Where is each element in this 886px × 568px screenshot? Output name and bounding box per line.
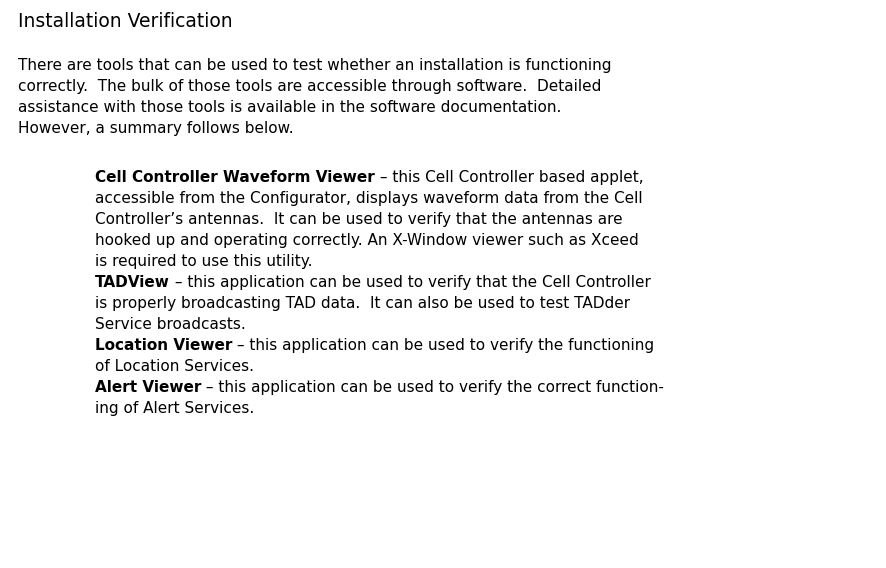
Text: hooked up and operating correctly. An X-Window viewer such as Xceed: hooked up and operating correctly. An X-… [95, 233, 639, 248]
Text: TADView: TADView [95, 275, 170, 290]
Text: – this application can be used to verify the functioning: – this application can be used to verify… [232, 338, 655, 353]
Text: correctly.  The bulk of those tools are accessible through software.  Detailed: correctly. The bulk of those tools are a… [18, 79, 602, 94]
Text: Cell Controller Waveform Viewer: Cell Controller Waveform Viewer [95, 170, 375, 185]
Text: – this Cell Controller based applet,: – this Cell Controller based applet, [375, 170, 643, 185]
Text: Installation Verification: Installation Verification [18, 12, 233, 31]
Text: of Location Services.: of Location Services. [95, 359, 254, 374]
Text: There are tools that can be used to test whether an installation is functioning: There are tools that can be used to test… [18, 58, 611, 73]
Text: – this application can be used to verify that the Cell Controller: – this application can be used to verify… [170, 275, 650, 290]
Text: ing of Alert Services.: ing of Alert Services. [95, 401, 254, 416]
Text: is required to use this utility.: is required to use this utility. [95, 254, 313, 269]
Text: assistance with those tools is available in the software documentation.: assistance with those tools is available… [18, 100, 562, 115]
Text: Alert Viewer: Alert Viewer [95, 380, 201, 395]
Text: Location Viewer: Location Viewer [95, 338, 232, 353]
Text: is properly broadcasting TAD data.  It can also be used to test TADder: is properly broadcasting TAD data. It ca… [95, 296, 630, 311]
Text: Controller’s antennas.  It can be used to verify that the antennas are: Controller’s antennas. It can be used to… [95, 212, 623, 227]
Text: – this application can be used to verify the correct function-: – this application can be used to verify… [201, 380, 664, 395]
Text: Service broadcasts.: Service broadcasts. [95, 317, 245, 332]
Text: However, a summary follows below.: However, a summary follows below. [18, 121, 293, 136]
Text: accessible from the Configurator, displays waveform data from the Cell: accessible from the Configurator, displa… [95, 191, 642, 206]
